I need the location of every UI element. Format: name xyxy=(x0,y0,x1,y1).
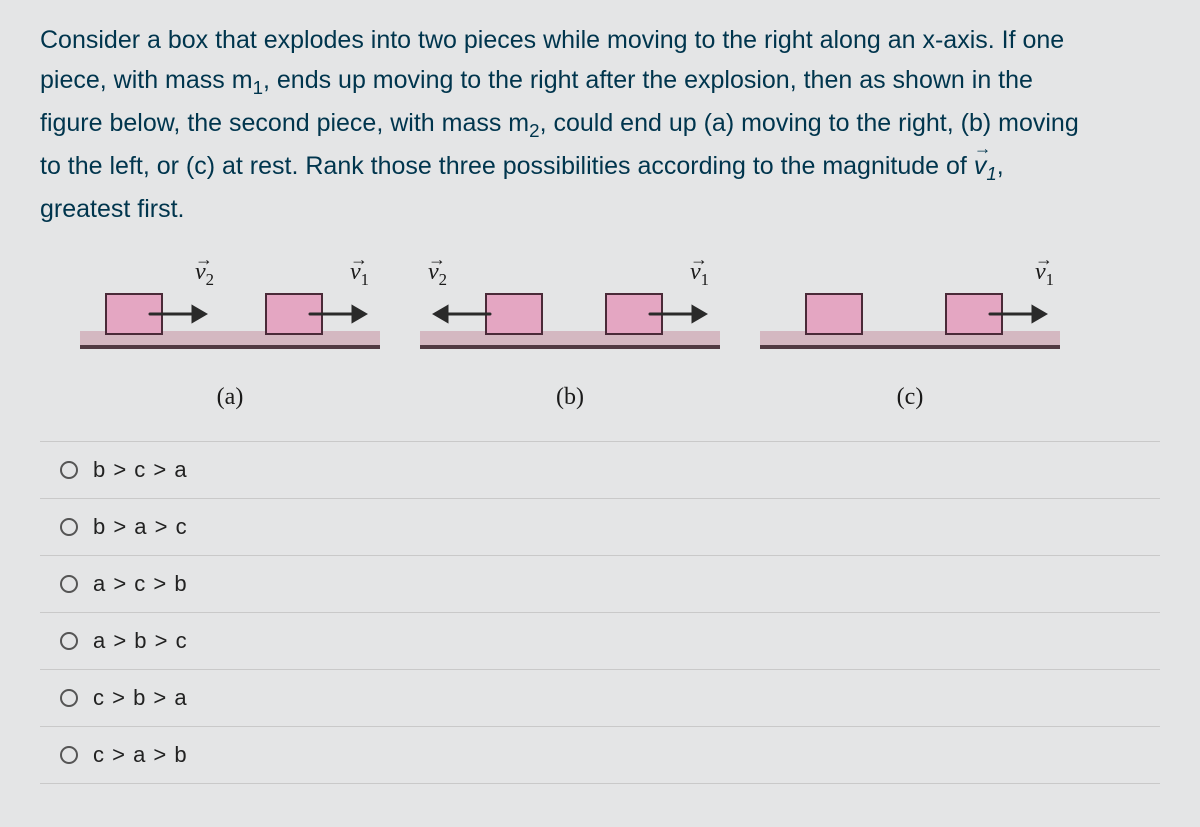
diagram-c: →v1 xyxy=(760,259,1060,369)
scenario-c: →v1 (c) xyxy=(760,259,1060,411)
question-text: Consider a box that explodes into two pi… xyxy=(40,20,1160,229)
q-line4a: to the left, or (c) at rest. Rank those … xyxy=(40,152,974,180)
option-opt-cab[interactable]: c > a > b xyxy=(40,727,1160,784)
q-line2a: piece, with mass m xyxy=(40,66,253,94)
q-vec-v1: →v1 xyxy=(974,146,997,189)
figures-row: →v2 →v1 (a) →v2 →v1 (b) →v1 (c) xyxy=(80,259,1160,411)
radio-icon[interactable] xyxy=(60,461,78,479)
answer-options: b > c > a b > a > c a > c > b a > b > c c > … xyxy=(40,441,1160,784)
caption-c: (c) xyxy=(897,384,924,411)
q-line2b: , ends up moving to the right after the … xyxy=(263,66,1033,94)
velocity-label: →v2 xyxy=(195,259,214,290)
radio-icon[interactable] xyxy=(60,632,78,650)
option-opt-abc[interactable]: a > b > c xyxy=(40,613,1160,670)
option-label: c > b > a xyxy=(93,685,188,711)
velocity-label: →v1 xyxy=(1035,259,1054,290)
question-panel: Consider a box that explodes into two pi… xyxy=(20,0,1180,824)
caption-b: (b) xyxy=(556,384,584,411)
option-opt-bca[interactable]: b > c > a xyxy=(40,442,1160,499)
option-label: c > a > b xyxy=(93,742,188,768)
option-label: b > c > a xyxy=(93,457,188,483)
option-opt-bac[interactable]: b > a > c xyxy=(40,499,1160,556)
q-line3b: , could end up (a) moving to the right, … xyxy=(540,109,1079,137)
arrows-svg xyxy=(760,259,1060,369)
caption-a: (a) xyxy=(217,384,244,411)
arrows-svg xyxy=(420,259,720,369)
radio-icon[interactable] xyxy=(60,689,78,707)
q-sub-m2: 2 xyxy=(529,120,539,141)
scenario-a: →v2 →v1 (a) xyxy=(80,259,380,411)
velocity-label: →v1 xyxy=(350,259,369,290)
radio-icon[interactable] xyxy=(60,575,78,593)
option-opt-cba[interactable]: c > b > a xyxy=(40,670,1160,727)
option-label: a > c > b xyxy=(93,571,188,597)
q-sub-m1: 1 xyxy=(253,77,263,98)
diagram-b: →v2 →v1 xyxy=(420,259,720,369)
radio-icon[interactable] xyxy=(60,518,78,536)
option-opt-acb[interactable]: a > c > b xyxy=(40,556,1160,613)
diagram-a: →v2 →v1 xyxy=(80,259,380,369)
radio-icon[interactable] xyxy=(60,746,78,764)
q-line1: Consider a box that explodes into two pi… xyxy=(40,26,1064,54)
velocity-label: →v2 xyxy=(428,259,447,290)
arrows-svg xyxy=(80,259,380,369)
velocity-label: →v1 xyxy=(690,259,709,290)
scenario-b: →v2 →v1 (b) xyxy=(420,259,720,411)
option-label: b > a > c xyxy=(93,514,188,540)
q-line5: greatest first. xyxy=(40,195,185,223)
option-label: a > b > c xyxy=(93,628,188,654)
q-line3a: figure below, the second piece, with mas… xyxy=(40,109,529,137)
